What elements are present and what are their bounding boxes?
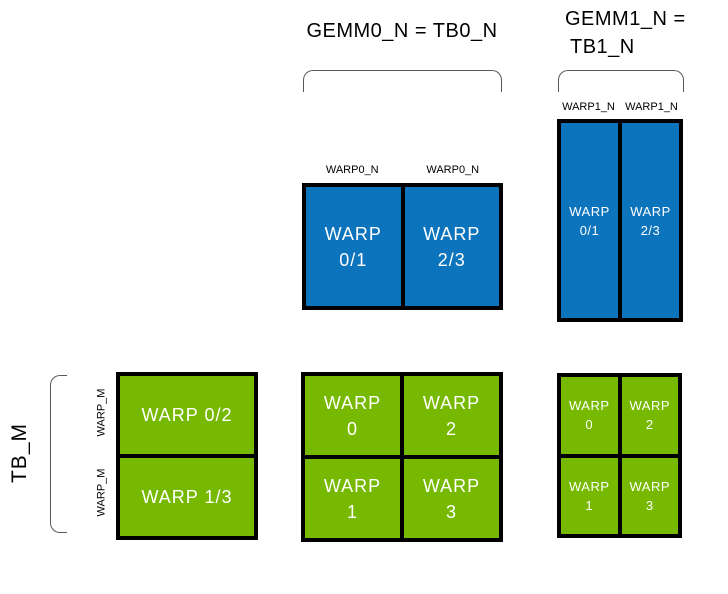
- warp-cell-line1: WARP: [629, 478, 671, 494]
- warp-cell-line1: WARP: [568, 398, 610, 414]
- warp-cell-line2: 2/3: [437, 249, 466, 270]
- warp-cell-line2: 1: [346, 501, 358, 522]
- warp-cell-line1: WARP 0/2: [141, 405, 233, 425]
- warp1-n-label: WARP1_N: [562, 101, 615, 113]
- warp0-n-label: WARP0_N: [426, 164, 480, 176]
- warp-cell-3: WARP 3: [621, 457, 678, 534]
- warp-cell-2-3: WARP 2/3: [404, 187, 499, 306]
- warp-cell-1-3: WARP 1/3: [120, 458, 254, 536]
- warp-cell-2: WARP 2: [621, 377, 678, 454]
- warp-cell-2-3: WARP 2/3: [622, 123, 679, 318]
- warp-cell-line1: WARP: [423, 223, 481, 244]
- warp-cell-line1: WARP: [422, 475, 481, 496]
- gemm1-accumulator-block: WARP 0/1 WARP 2/3: [557, 119, 683, 322]
- warp-cell-line2: 2: [445, 418, 457, 439]
- gemm1-title-line2: TB1_N: [570, 36, 635, 58]
- gemm1-warp-grid-block: WARP 0 WARP 2 WARP 1 WARP 3: [557, 373, 682, 538]
- warp-cell-line1: WARP: [323, 475, 382, 496]
- gemm0-warp-grid-block: WARP 0 WARP 2 WARP 1 WARP 3: [301, 372, 503, 542]
- warp-cell-1: WARP 1: [561, 457, 618, 534]
- warp-cell-line1: WARP: [422, 392, 481, 413]
- warp-cell-line1: WARP: [630, 203, 671, 219]
- gemm1-title: GEMM1_N = TB1_N: [565, 5, 705, 61]
- warp-cell-line2: 0: [585, 417, 594, 433]
- warp-cell-1: WARP 1: [305, 459, 400, 538]
- warp-cell-line1: WARP 1/3: [141, 487, 233, 507]
- warp-cell-0-1: WARP 0/1: [561, 123, 618, 318]
- gemm0-title: GEMM0_N = TB0_N: [306, 20, 498, 42]
- warp-cell-line1: WARP: [568, 478, 610, 494]
- warp-cell-line1: WARP: [323, 392, 382, 413]
- warp0-n-label: WARP0_N: [325, 164, 379, 176]
- warp0-n-label-row: WARP0_N WARP0_N: [302, 163, 503, 177]
- warp-m-label-top: WARP_M: [95, 388, 107, 437]
- warp-cell-line2: 1: [585, 497, 594, 513]
- gemm1-top-bracket: [558, 70, 684, 92]
- gemm0-accumulator-block: WARP 0/1 WARP 2/3: [302, 183, 503, 310]
- warp-cell-0: WARP 0: [561, 377, 618, 454]
- warp-cell-line1: WARP: [629, 398, 671, 414]
- warp-cell-line2: 3: [645, 497, 654, 513]
- warp-cell-line2: 0/1: [579, 222, 600, 238]
- operand-left-block: WARP 0/2 WARP 1/3: [116, 372, 258, 540]
- tb-m-left-bracket: [50, 375, 67, 533]
- warp-cell-line2: 2/3: [640, 222, 661, 238]
- tb-m-label: TB_M: [8, 423, 31, 484]
- warp-cell-0: WARP 0: [305, 376, 400, 455]
- warp-cell-0-2: WARP 0/2: [120, 376, 254, 454]
- warp-cell-line2: 2: [645, 417, 654, 433]
- warp-cell-line2: 0: [346, 418, 358, 439]
- warp-cell-2: WARP 2: [404, 376, 499, 455]
- warp-cell-line2: 3: [445, 501, 457, 522]
- warp-cell-line1: WARP: [324, 223, 382, 244]
- warp-cell-0-1: WARP 0/1: [306, 187, 401, 306]
- gemm1-title-line1: GEMM1_N =: [565, 8, 686, 30]
- warp1-n-label-row: WARP1_N WARP1_N: [557, 100, 683, 114]
- warp-m-label-bottom: WARP_M: [95, 468, 107, 517]
- warp-cell-line1: WARP: [569, 203, 610, 219]
- gemm0-top-bracket: [303, 70, 502, 92]
- warp-cell-3: WARP 3: [404, 459, 499, 538]
- warp-cell-line2: 0/1: [339, 249, 368, 270]
- warp1-n-label: WARP1_N: [625, 101, 678, 113]
